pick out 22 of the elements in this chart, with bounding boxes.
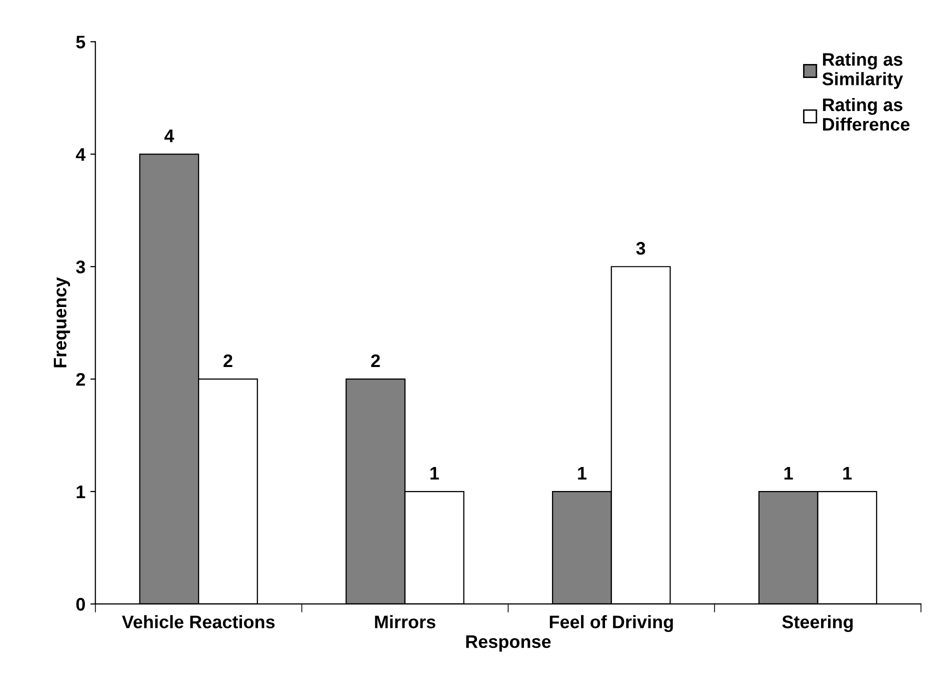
y-tick-label: 1: [76, 486, 86, 498]
y-axis-title: Frequency: [54, 277, 70, 368]
x-tick-label: Mirrors: [375, 615, 436, 628]
x-axis-title: Response: [466, 635, 551, 652]
y-tick-label: 2: [76, 373, 85, 386]
data-label: 1: [843, 467, 852, 480]
data-label: 1: [578, 467, 586, 480]
x-tick-label: Vehicle Reactions: [122, 615, 275, 628]
data-label: 3: [636, 242, 646, 255]
y-tick-label: 3: [76, 260, 85, 274]
data-label: 1: [784, 467, 793, 480]
x-tick-label: Steering: [782, 615, 853, 632]
legend-label: Rating as Difference: [823, 98, 910, 131]
data-label: 2: [224, 354, 232, 367]
y-tick-label: 0: [76, 598, 85, 611]
legend-label: Rating as Similarity: [822, 52, 904, 89]
data-label: 4: [164, 130, 174, 142]
x-tick-label: Feel of Driving: [550, 615, 673, 632]
y-tick-label: 4: [76, 148, 86, 161]
y-tick-label: 5: [76, 36, 86, 48]
data-label: 2: [371, 354, 380, 367]
data-label: 1: [430, 467, 439, 480]
